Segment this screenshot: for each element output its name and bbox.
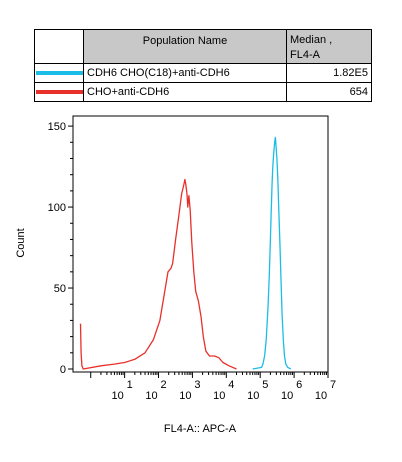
legend-table: Population Name Median , FL4-A CDH6 CHO(… [34, 29, 372, 102]
x-tick-exponent: 3 [194, 379, 200, 391]
x-tick-label: 10 [145, 390, 157, 402]
series-line [79, 178, 237, 370]
x-tick-exponent: 5 [262, 379, 268, 391]
y-axis-label: Count [15, 228, 27, 257]
x-tick-label: 10 [281, 390, 293, 402]
legend-header-blank [34, 29, 84, 64]
legend-median-value: 1.82E5 [286, 63, 372, 83]
legend-population-name: CHO+anti-CDH6 [83, 82, 287, 102]
y-tick-label: 50 [54, 283, 66, 295]
y-axis: 0 50 100 150 [48, 121, 73, 376]
x-tick-label: 10 [111, 390, 123, 402]
legend-population-name: CDH6 CHO(C18)+anti-CDH6 [83, 63, 287, 83]
legend-row: CDH6 CHO(C18)+anti-CDH6 1.82E5 [34, 63, 372, 83]
legend-header-median-channel: FL4-A [290, 49, 320, 61]
x-tick-label: 10 [213, 390, 225, 402]
series-line [252, 136, 292, 370]
legend-row: CHO+anti-CDH6 654 [34, 82, 372, 102]
x-tick-exponent: 6 [296, 379, 302, 391]
legend-swatch-red [36, 90, 83, 94]
legend-header-median-label: Median , [290, 34, 333, 46]
legend-swatch-cell [34, 63, 84, 83]
x-tick-label: 10 [315, 390, 327, 402]
y-tick-label: 100 [48, 202, 66, 214]
x-tick-label: 10 [179, 390, 191, 402]
x-tick-exponent: 2 [161, 379, 167, 391]
x-tick-exponent: 4 [228, 379, 234, 391]
x-tick-label: 10 [247, 390, 259, 402]
legend-swatch-cell [34, 82, 84, 102]
x-axis-label: FL4-A:: APC-A [164, 423, 237, 435]
legend-median-value: 654 [286, 82, 372, 102]
legend-swatch-blue [36, 71, 83, 75]
x-tick-exponent: 1 [127, 379, 133, 391]
plot-frame [72, 115, 329, 373]
series-layer [79, 136, 292, 370]
legend-header-median: Median , FL4-A [286, 29, 372, 64]
x-tick-exponent: 7 [330, 379, 336, 391]
y-tick-label: 150 [48, 121, 66, 133]
y-tick-label: 0 [60, 364, 66, 376]
